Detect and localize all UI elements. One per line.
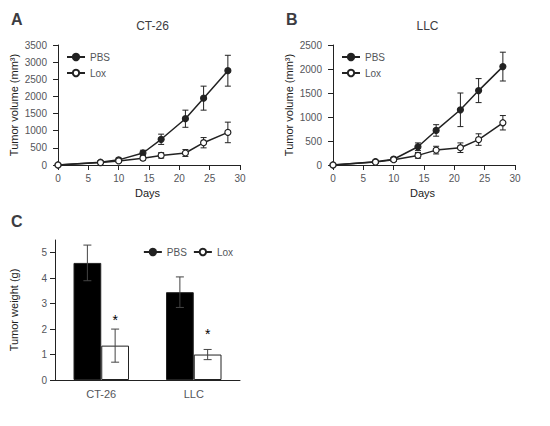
svg-text:1500: 1500 <box>300 88 323 99</box>
svg-text:10: 10 <box>388 173 400 184</box>
svg-text:LLC: LLC <box>416 19 438 33</box>
svg-text:Days: Days <box>410 187 436 199</box>
svg-text:20: 20 <box>449 173 461 184</box>
svg-text:B: B <box>286 11 298 28</box>
svg-text:1500: 1500 <box>25 108 48 119</box>
svg-text:500: 500 <box>305 136 322 147</box>
svg-text:2: 2 <box>41 324 47 335</box>
svg-text:Tumor volume (mm³): Tumor volume (mm³) <box>283 54 295 156</box>
svg-text:30: 30 <box>234 173 246 184</box>
svg-text:CT-26: CT-26 <box>86 388 116 400</box>
svg-text:30: 30 <box>509 173 521 184</box>
svg-text:0: 0 <box>330 173 336 184</box>
svg-text:5: 5 <box>41 247 47 258</box>
svg-text:0: 0 <box>316 160 322 171</box>
svg-text:2500: 2500 <box>25 74 48 85</box>
svg-text:2000: 2000 <box>25 91 48 102</box>
svg-text:PBS: PBS <box>90 52 110 63</box>
svg-text:Tumor volume (mm³): Tumor volume (mm³) <box>8 54 20 156</box>
svg-text:Lox: Lox <box>217 247 233 258</box>
svg-text:2000: 2000 <box>300 64 323 75</box>
svg-text:3: 3 <box>41 298 47 309</box>
svg-text:3500: 3500 <box>25 40 48 51</box>
svg-text:*: * <box>205 326 211 342</box>
svg-text:Days: Days <box>135 187 161 199</box>
svg-text:3000: 3000 <box>25 57 48 68</box>
svg-text:1000: 1000 <box>300 112 323 123</box>
svg-text:500: 500 <box>30 142 47 153</box>
svg-text:Lox: Lox <box>365 68 381 79</box>
svg-text:1: 1 <box>41 349 47 360</box>
svg-text:0: 0 <box>55 173 61 184</box>
svg-text:2500: 2500 <box>300 40 323 51</box>
svg-text:LLC: LLC <box>184 388 204 400</box>
svg-text:Lox: Lox <box>90 68 106 79</box>
svg-text:*: * <box>112 312 118 328</box>
svg-text:25: 25 <box>204 173 216 184</box>
svg-text:5: 5 <box>86 173 92 184</box>
svg-text:25: 25 <box>479 173 491 184</box>
svg-text:0: 0 <box>41 160 47 171</box>
svg-text:CT-26: CT-26 <box>136 19 169 33</box>
svg-text:C: C <box>11 213 23 230</box>
svg-text:Tumor weight (g): Tumor weight (g) <box>8 269 20 352</box>
svg-text:PBS: PBS <box>365 52 385 63</box>
svg-text:A: A <box>11 11 23 28</box>
svg-text:1000: 1000 <box>25 125 48 136</box>
svg-text:0: 0 <box>41 375 47 386</box>
svg-text:5: 5 <box>361 173 367 184</box>
svg-text:4: 4 <box>41 273 47 284</box>
svg-text:PBS: PBS <box>167 247 187 258</box>
svg-text:15: 15 <box>418 173 430 184</box>
svg-text:20: 20 <box>174 173 186 184</box>
svg-text:10: 10 <box>113 173 125 184</box>
svg-text:15: 15 <box>143 173 155 184</box>
